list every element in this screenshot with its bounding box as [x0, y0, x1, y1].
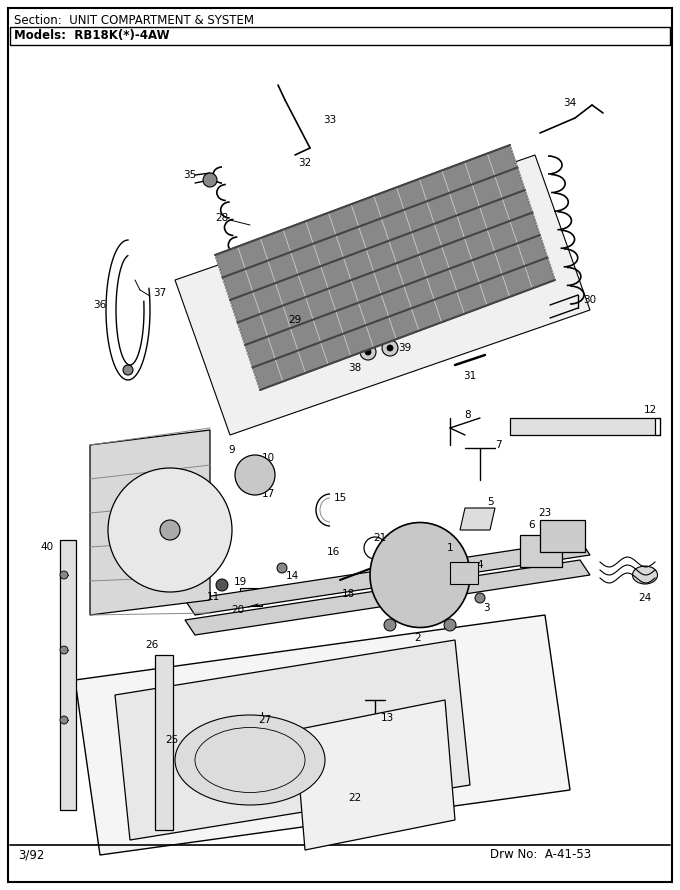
- Text: 18: 18: [341, 589, 355, 599]
- Text: 29: 29: [288, 315, 302, 325]
- Ellipse shape: [632, 566, 658, 584]
- Text: 39: 39: [398, 343, 411, 353]
- Text: 37: 37: [154, 288, 167, 298]
- Polygon shape: [90, 430, 210, 615]
- Text: 7: 7: [494, 440, 501, 450]
- Circle shape: [387, 345, 393, 351]
- Text: 36: 36: [93, 300, 107, 310]
- Circle shape: [444, 619, 456, 631]
- Polygon shape: [175, 155, 590, 435]
- Text: 3/92: 3/92: [18, 848, 44, 862]
- Circle shape: [123, 365, 133, 375]
- Text: 11: 11: [206, 592, 220, 602]
- Text: 15: 15: [333, 493, 347, 503]
- Circle shape: [60, 716, 68, 724]
- Text: 35: 35: [184, 170, 197, 180]
- Polygon shape: [185, 560, 590, 635]
- Circle shape: [60, 646, 68, 654]
- Text: 12: 12: [643, 405, 657, 415]
- Ellipse shape: [175, 715, 325, 805]
- Text: 38: 38: [348, 363, 362, 373]
- Text: 28: 28: [216, 213, 228, 223]
- Text: 16: 16: [326, 547, 339, 557]
- Text: 13: 13: [380, 713, 394, 723]
- Text: 34: 34: [563, 98, 577, 108]
- Circle shape: [108, 468, 232, 592]
- Text: 9: 9: [228, 445, 235, 455]
- Polygon shape: [510, 418, 655, 435]
- Circle shape: [384, 619, 396, 631]
- Ellipse shape: [370, 522, 470, 627]
- Text: Models:  RB18K(*)-4AW: Models: RB18K(*)-4AW: [14, 29, 169, 43]
- Polygon shape: [185, 540, 590, 615]
- Text: 5: 5: [487, 497, 493, 507]
- Circle shape: [277, 563, 287, 573]
- Text: 6: 6: [528, 520, 535, 530]
- Circle shape: [365, 349, 371, 355]
- Text: 25: 25: [165, 735, 179, 745]
- Circle shape: [216, 579, 228, 591]
- Text: 21: 21: [373, 533, 387, 543]
- Circle shape: [235, 455, 275, 495]
- Text: 19: 19: [233, 577, 247, 587]
- Text: 30: 30: [583, 295, 596, 305]
- Text: 32: 32: [299, 158, 311, 168]
- Text: 1: 1: [447, 543, 454, 553]
- Text: 8: 8: [464, 410, 471, 420]
- Bar: [155, 655, 173, 830]
- Bar: [520, 535, 562, 567]
- Polygon shape: [460, 508, 495, 530]
- Text: Section:  UNIT COMPARTMENT & SYSTEM: Section: UNIT COMPARTMENT & SYSTEM: [14, 13, 254, 27]
- Text: 4: 4: [477, 560, 483, 570]
- Text: 24: 24: [639, 593, 651, 603]
- Circle shape: [475, 593, 485, 603]
- Text: 14: 14: [286, 571, 299, 581]
- Polygon shape: [295, 700, 455, 850]
- Bar: [450, 562, 478, 584]
- Circle shape: [382, 340, 398, 356]
- Text: 2: 2: [415, 633, 422, 643]
- Circle shape: [203, 173, 217, 187]
- Polygon shape: [75, 615, 570, 855]
- Bar: [540, 520, 585, 552]
- Text: 3: 3: [483, 603, 490, 613]
- Text: 33: 33: [324, 115, 337, 125]
- Bar: [60, 540, 76, 810]
- Text: 10: 10: [261, 453, 275, 463]
- Text: 40: 40: [40, 542, 54, 552]
- Text: 31: 31: [463, 371, 477, 381]
- Polygon shape: [115, 640, 470, 840]
- Text: 27: 27: [258, 715, 271, 725]
- Text: Drw No:  A-41-53: Drw No: A-41-53: [490, 848, 591, 862]
- Bar: [240, 588, 262, 606]
- Text: 20: 20: [231, 605, 245, 615]
- Text: 26: 26: [146, 640, 158, 650]
- Circle shape: [360, 344, 376, 360]
- Circle shape: [60, 571, 68, 579]
- Text: 23: 23: [539, 508, 551, 518]
- Bar: [10, 27, 670, 45]
- Text: 17: 17: [261, 489, 275, 499]
- Polygon shape: [215, 145, 555, 390]
- Circle shape: [160, 520, 180, 540]
- Text: 22: 22: [348, 793, 362, 803]
